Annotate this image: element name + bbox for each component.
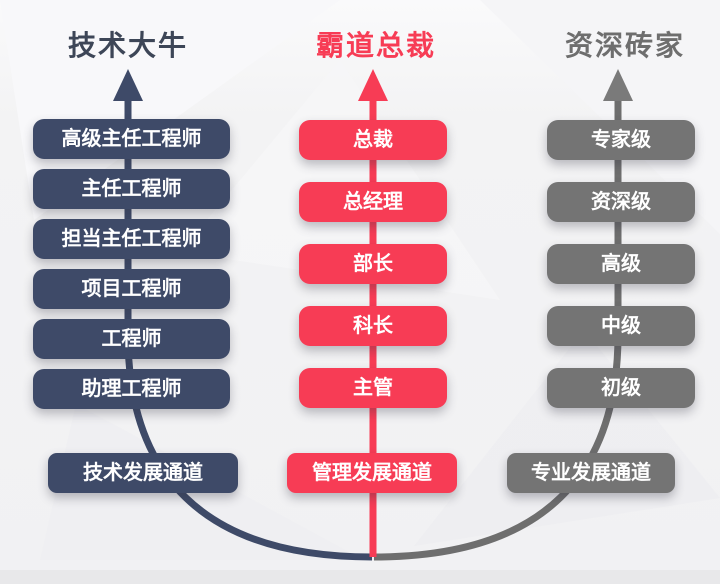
level-box: 助理工程师 (33, 369, 230, 409)
level-box: 专家级 (547, 120, 695, 160)
level-box: 主任工程师 (33, 169, 230, 209)
column-header-tech: 技术大牛 (67, 30, 188, 61)
level-box: 中级 (547, 306, 695, 346)
column-header-management: 霸道总裁 (315, 30, 436, 61)
level-box: 科长 (299, 306, 447, 346)
level-box: 资深级 (547, 182, 695, 222)
level-box: 总裁 (299, 120, 447, 160)
channel-box-management: 管理发展通道 (287, 453, 457, 493)
up-arrow-icon (113, 69, 143, 101)
level-box: 高级主任工程师 (33, 119, 230, 159)
level-box: 项目工程师 (33, 269, 230, 309)
up-arrow-icon (358, 69, 388, 101)
level-box: 工程师 (33, 319, 230, 359)
level-box: 担当主任工程师 (33, 219, 230, 259)
channel-box-professional: 专业发展通道 (507, 453, 675, 493)
up-arrow-icon (603, 69, 633, 101)
channel-box-tech: 技术发展通道 (48, 453, 238, 493)
level-box: 初级 (547, 368, 695, 408)
level-box: 部长 (299, 244, 447, 284)
level-box: 总经理 (299, 182, 447, 222)
level-box: 主管 (299, 368, 447, 408)
level-box: 高级 (547, 244, 695, 284)
column-header-professional: 资深砖家 (564, 30, 685, 61)
